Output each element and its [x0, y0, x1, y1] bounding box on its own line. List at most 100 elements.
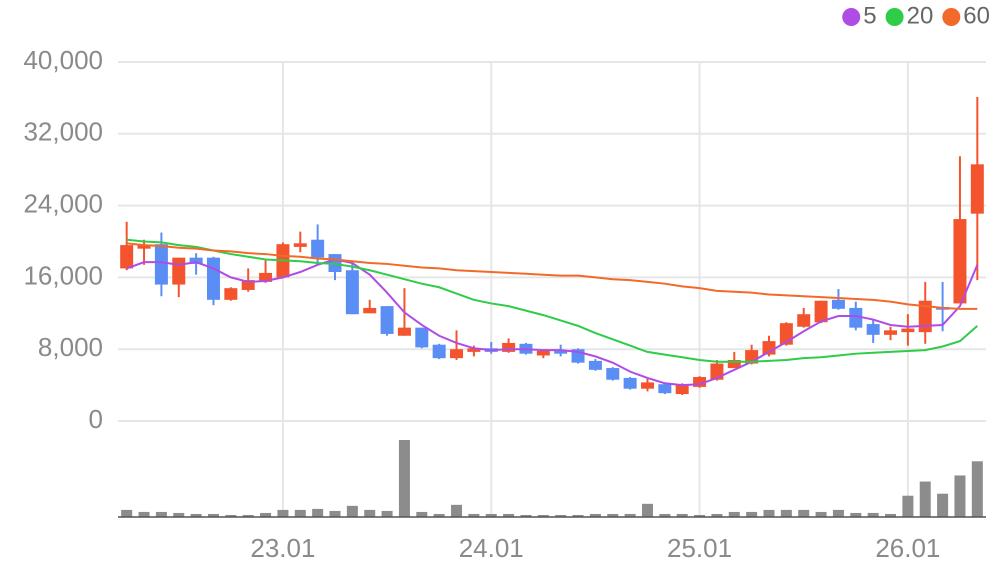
- volume-bar: [954, 475, 966, 517]
- candle-body: [554, 350, 568, 354]
- volume-bar: [728, 511, 740, 517]
- volume-bar: [694, 514, 706, 517]
- candle-body: [606, 368, 620, 380]
- candle-body: [901, 328, 915, 333]
- volume-bar: [207, 513, 219, 517]
- legend-label: 20: [907, 2, 934, 29]
- candle-body: [918, 300, 932, 333]
- volume-bar: [850, 512, 862, 517]
- volume-bar: [780, 509, 792, 517]
- candle-body: [693, 377, 707, 387]
- volume-bar: [225, 514, 237, 517]
- candle-body: [623, 377, 637, 389]
- volume-bar: [121, 509, 133, 517]
- candle-body: [658, 384, 672, 394]
- volume-bar: [155, 511, 167, 517]
- y-tick-label: 32,000: [23, 117, 103, 147]
- x-tick-label: 26.01: [875, 533, 940, 563]
- candle-body: [450, 349, 464, 359]
- y-tick-label: 24,000: [23, 188, 103, 218]
- volume-bar: [520, 514, 532, 517]
- volume-bar: [589, 513, 601, 517]
- legend-label: 5: [863, 2, 876, 29]
- legend-label: 60: [963, 2, 990, 29]
- volume-bar: [485, 513, 497, 517]
- candle-body: [970, 164, 984, 214]
- candle-body: [189, 257, 203, 264]
- ma-line: [126, 242, 978, 310]
- candle-body: [588, 360, 602, 370]
- volume-bar: [659, 513, 671, 517]
- volume-bar: [555, 514, 567, 517]
- candle-body: [675, 385, 689, 395]
- y-tick-label: 0: [89, 404, 103, 434]
- volume-bar: [676, 513, 688, 517]
- volume-bar: [624, 513, 636, 517]
- candle-body: [762, 341, 776, 355]
- ma-line: [126, 238, 978, 363]
- volume-bar: [190, 513, 202, 517]
- candle-body: [172, 257, 186, 285]
- volume-bar: [902, 495, 914, 517]
- candle-body: [380, 306, 394, 334]
- volume-bar: [294, 509, 306, 517]
- volume-bar: [919, 481, 931, 517]
- volume-bar: [468, 513, 480, 517]
- volume-bar: [885, 513, 897, 517]
- candle-body: [849, 307, 863, 328]
- candle-body: [224, 288, 238, 300]
- volume-bar: [537, 514, 549, 517]
- candle-body: [814, 300, 828, 323]
- volume-bar: [867, 512, 879, 517]
- candle-body: [137, 245, 151, 249]
- volume-bar: [711, 513, 723, 517]
- legend-swatch: [885, 8, 904, 26]
- volume-bar: [173, 512, 185, 517]
- x-tick-label: 24.01: [459, 533, 524, 563]
- candle-body: [640, 382, 654, 389]
- candle-body: [120, 245, 134, 269]
- candle-body: [415, 327, 429, 348]
- candle-body: [797, 314, 811, 327]
- volume-bar: [937, 493, 949, 517]
- x-tick-label: 23.01: [250, 533, 315, 563]
- volume-bar: [242, 514, 254, 517]
- volume-bar: [607, 513, 619, 517]
- candle-body: [259, 272, 273, 282]
- volume-bar: [451, 504, 463, 517]
- volume-bar: [798, 509, 810, 517]
- candle-body: [884, 330, 898, 335]
- y-tick-label: 40,000: [23, 45, 103, 75]
- volume-bar: [329, 510, 341, 517]
- candle-body: [467, 348, 481, 352]
- volume-bar: [260, 512, 272, 517]
- candle-body: [536, 350, 550, 356]
- candle-body: [293, 243, 307, 247]
- candle-body: [432, 344, 446, 359]
- candle-body: [206, 257, 220, 300]
- candle-body: [727, 359, 741, 369]
- legend-swatch: [842, 8, 861, 26]
- candle-body: [831, 299, 845, 309]
- y-tick-label: 8,000: [38, 332, 103, 362]
- candle-body: [953, 219, 967, 304]
- y-tick-label: 16,000: [23, 260, 103, 290]
- volume-bar: [398, 440, 410, 517]
- volume-bar: [433, 513, 445, 517]
- volume-bar: [971, 461, 983, 517]
- volume-bar: [381, 510, 393, 517]
- candle-body: [363, 307, 377, 314]
- volume-bar: [815, 511, 827, 517]
- volume-bar: [763, 509, 775, 517]
- volume-bar: [277, 509, 289, 517]
- volume-bar: [641, 503, 653, 517]
- volume-bar: [746, 511, 758, 517]
- volume-bar: [832, 509, 844, 517]
- x-tick-label: 25.01: [667, 533, 732, 563]
- legend-swatch: [942, 8, 961, 26]
- candle-body: [154, 244, 168, 285]
- volume-bar: [503, 513, 515, 517]
- candle-body: [345, 270, 359, 315]
- volume-bar: [416, 511, 428, 517]
